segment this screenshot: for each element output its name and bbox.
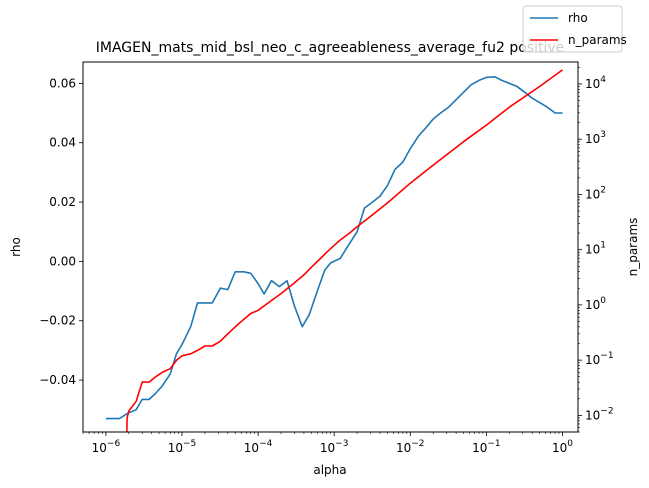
x-tick-label: 10−5 (168, 439, 197, 455)
y-axis-label: rho (9, 237, 23, 257)
series-line-n-params (126, 69, 563, 432)
y-tick-label: 0.04 (49, 136, 76, 150)
y2-axis-label: n_params (626, 218, 640, 277)
legend: rho n_params (522, 5, 627, 53)
x-tick-label: 10−6 (92, 439, 121, 455)
y2-tick-label: 103 (585, 130, 606, 146)
series-line-rho (105, 76, 563, 420)
x-tick-label: 100 (552, 439, 573, 455)
x-tick-label: 10−2 (396, 439, 425, 455)
chart-title: IMAGEN_mats_mid_bsl_neo_c_agreeableness_… (96, 40, 565, 56)
plot-lines (105, 69, 563, 432)
x-tick-label: 10−4 (244, 439, 273, 455)
y2-tick-label: 100 (585, 296, 606, 312)
y-axis-ticks: −0.04 −0.02 0.00 0.02 0.04 0.06 (39, 76, 83, 387)
x-tick-label: 10−3 (320, 439, 349, 455)
x-axis-label: alpha (313, 463, 346, 477)
legend-label-rho: rho (568, 11, 588, 25)
x-tick-label: 10−1 (472, 439, 501, 455)
y2-tick-label: 102 (585, 185, 606, 201)
y2-axis-ticks: 10−2 10−1 100 101 102 103 104 (578, 67, 614, 433)
y2-tick-label: 10−1 (585, 351, 614, 367)
y-tick-label: 0.02 (49, 195, 76, 209)
y2-tick-label: 10−2 (585, 406, 614, 422)
y-tick-label: −0.04 (39, 373, 76, 387)
x-axis-ticks: 10−6 10−5 10−4 10−3 10−2 10−1 100 (82, 432, 573, 455)
legend-label-n-params: n_params (568, 33, 627, 47)
y-tick-label: 0.06 (49, 76, 76, 90)
y-tick-label: 0.00 (49, 254, 76, 268)
y2-tick-label: 104 (585, 75, 606, 91)
y2-tick-label: 101 (585, 241, 606, 257)
y-tick-label: −0.02 (39, 314, 76, 328)
